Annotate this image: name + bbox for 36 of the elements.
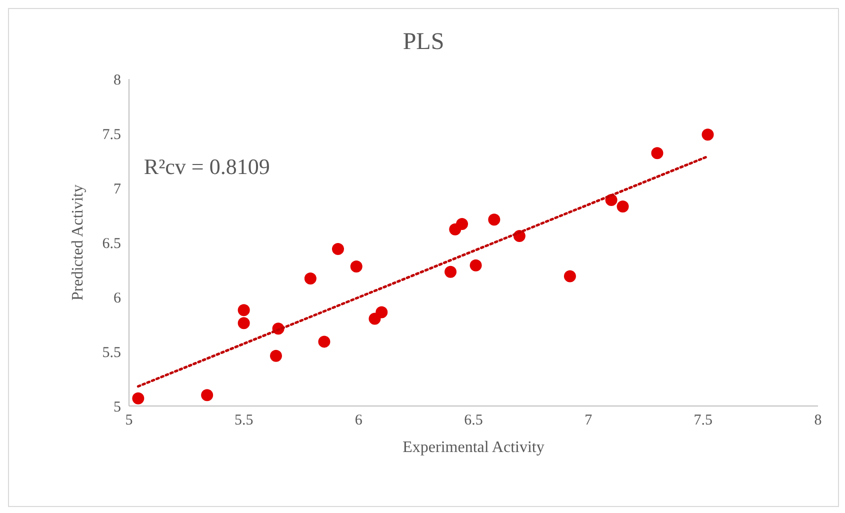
point	[350, 260, 362, 272]
y-tick-label: 6.5	[102, 236, 121, 252]
point	[651, 147, 664, 160]
x-tick-label: 7.5	[694, 412, 713, 429]
y-tick-label: 5.5	[102, 344, 121, 361]
y-tick-label: 7	[114, 181, 122, 198]
point	[318, 336, 330, 348]
x-tick-label: 7	[584, 412, 593, 429]
x-tick-label: 8	[814, 412, 822, 429]
point	[201, 389, 214, 402]
chart-title: PLS	[402, 29, 446, 56]
point	[702, 128, 714, 141]
point	[564, 270, 576, 282]
point	[270, 350, 282, 362]
y-tick-label: 5	[114, 399, 121, 416]
y-tick-label: 6	[114, 290, 122, 306]
x-tick-label: 6.5	[464, 412, 483, 429]
annotation: R²cv = 0.8109	[144, 154, 270, 180]
point	[616, 200, 629, 213]
y-tick-label: 7.5	[102, 126, 121, 143]
x-tick-label: 6	[354, 412, 363, 429]
point	[488, 214, 500, 226]
point	[332, 243, 344, 256]
point	[376, 306, 388, 318]
point	[238, 317, 250, 330]
x-axis-title: Experimental Activity	[402, 439, 544, 456]
point	[470, 259, 482, 272]
x-tick-label: 5.5	[234, 412, 254, 429]
point	[444, 266, 457, 278]
point	[132, 392, 144, 404]
y-tick-label: 8	[114, 72, 121, 88]
point	[238, 304, 250, 316]
y-axis-title: Predicted Activity	[70, 184, 87, 300]
point	[456, 218, 468, 230]
x-tick-label: 5	[125, 412, 133, 429]
point	[304, 272, 316, 284]
